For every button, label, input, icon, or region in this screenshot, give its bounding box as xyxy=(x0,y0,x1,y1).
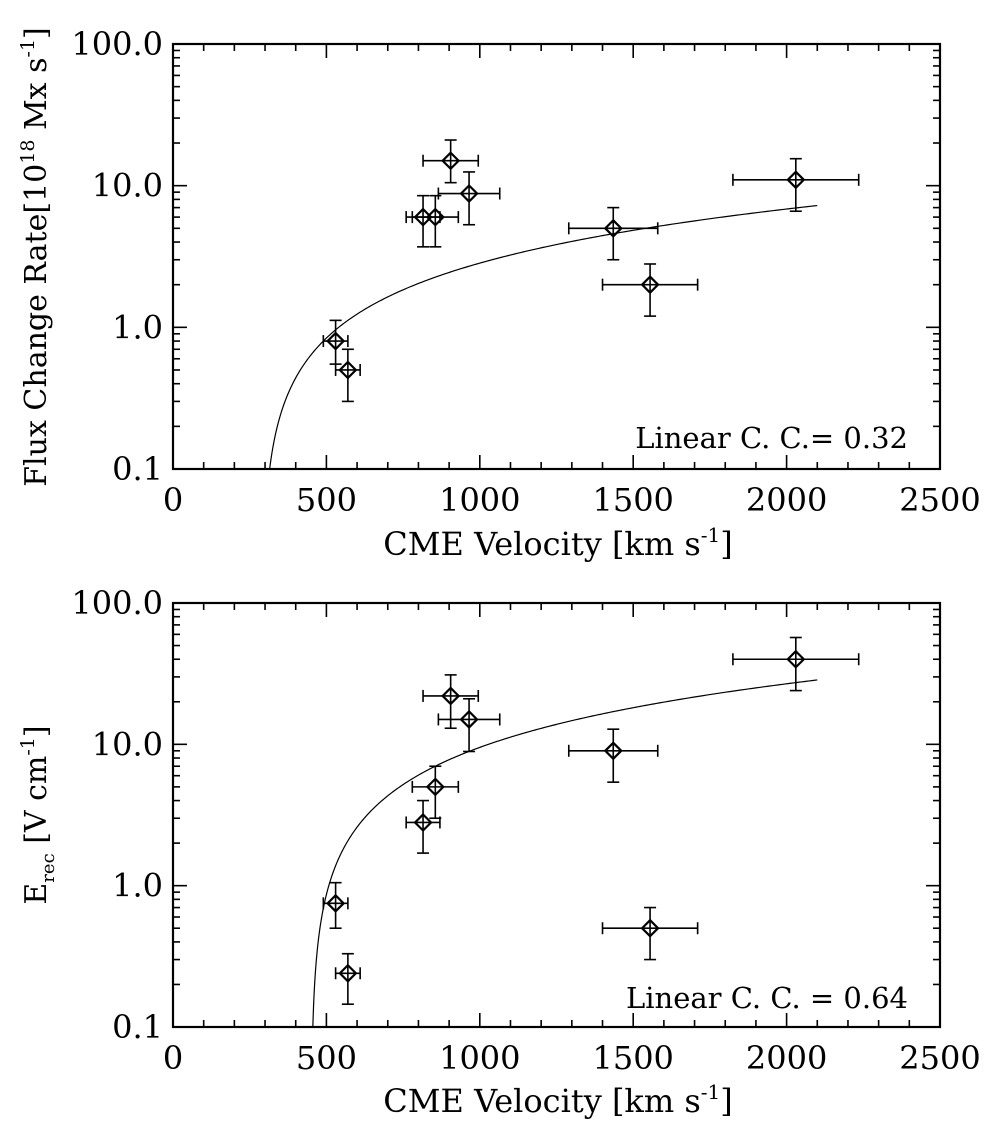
data-point xyxy=(601,263,699,317)
diamond-marker xyxy=(640,918,660,938)
top-panel-xlabel: CME Velocity [km s-1] xyxy=(383,523,732,563)
x-tick-label: 500 xyxy=(296,1039,357,1077)
x-tick-label: 0 xyxy=(163,1039,183,1077)
diamond-marker xyxy=(786,649,806,669)
diamond-marker xyxy=(459,183,479,204)
y-tick-label: 1.0 xyxy=(112,308,163,346)
x-tick-label: 2000 xyxy=(746,481,827,519)
x-tick-label: 1000 xyxy=(439,481,520,519)
x-tick-label: 1500 xyxy=(592,481,673,519)
fit-curve xyxy=(312,679,818,1028)
bottom-panel: 0 500 1000 1500 2000 2500 0.1 1.0 10.0 100.0 Line… xyxy=(17,584,981,1120)
diamond-marker xyxy=(326,331,346,351)
diamond-marker xyxy=(640,275,660,295)
diamond-marker xyxy=(338,963,358,983)
plot-frame xyxy=(171,601,942,1029)
x-tick-label: 2500 xyxy=(899,481,980,519)
diamond-marker xyxy=(441,151,461,171)
top-panel-fit xyxy=(269,204,818,470)
fit-curve xyxy=(269,204,818,470)
y-tick-label: 100.0 xyxy=(71,25,163,63)
data-point xyxy=(437,697,501,753)
data-point xyxy=(732,157,860,213)
diamond-marker xyxy=(425,777,445,797)
bottom-panel-ylabel: Erec [V cm-1] xyxy=(17,725,59,904)
data-point xyxy=(411,194,460,248)
y-tick-label: 0.1 xyxy=(112,1008,163,1046)
y-tick-label: 10.0 xyxy=(92,167,163,205)
data-point xyxy=(437,171,501,226)
top-panel-points xyxy=(322,139,860,403)
x-tick-label: 500 xyxy=(296,481,357,519)
y-tick-label: 1.0 xyxy=(112,867,163,905)
diamond-marker xyxy=(603,218,623,238)
data-point xyxy=(411,765,460,820)
top-panel-axes: 0 500 1000 1500 2000 2500 0.1 1.0 10.0 100.0 xyxy=(71,25,980,519)
top-panel: 0 500 1000 1500 2000 2500 0.1 1.0 10.0 100.0 Line… xyxy=(17,25,981,563)
y-tick-label: 0.1 xyxy=(112,450,163,488)
top-panel-ylabel: Flux Change Rate[1018 Mx s-1] xyxy=(17,27,54,487)
x-tick-label: 1500 xyxy=(592,1039,673,1077)
y-tick-label: 100.0 xyxy=(71,584,163,622)
x-tick-label: 2500 xyxy=(899,1039,980,1077)
data-point xyxy=(334,348,361,403)
diamond-marker xyxy=(338,360,358,380)
bottom-panel-annotation: Linear C. C. = 0.64 xyxy=(626,981,908,1015)
plot-frame xyxy=(171,42,942,471)
data-point xyxy=(732,636,860,692)
x-tick-label: 1000 xyxy=(439,1039,520,1077)
top-panel-annotation: Linear C. C.= 0.32 xyxy=(635,421,908,455)
diamond-marker xyxy=(425,207,445,227)
data-point xyxy=(422,139,480,184)
data-point xyxy=(334,952,361,1005)
data-point xyxy=(567,728,659,783)
y-tick-label: 10.0 xyxy=(92,725,163,763)
diamond-marker xyxy=(413,207,433,227)
diamond-marker xyxy=(603,741,623,761)
diamond-marker xyxy=(326,893,346,913)
data-point xyxy=(567,206,659,261)
diamond-marker xyxy=(786,170,806,190)
diamond-marker xyxy=(459,709,479,730)
diamond-marker xyxy=(441,686,461,706)
data-point xyxy=(322,881,349,930)
x-tick-label: 2000 xyxy=(746,1039,827,1077)
x-tick-label: 0 xyxy=(163,481,183,519)
data-point xyxy=(322,319,349,365)
bottom-panel-xlabel: CME Velocity [km s-1] xyxy=(383,1080,732,1120)
diamond-marker xyxy=(413,812,433,833)
bottom-panel-axes: 0 500 1000 1500 2000 2500 0.1 1.0 10.0 100.0 xyxy=(71,584,980,1077)
bottom-panel-fit xyxy=(312,679,818,1028)
bottom-panel-points xyxy=(322,636,860,1005)
data-point xyxy=(601,906,699,961)
